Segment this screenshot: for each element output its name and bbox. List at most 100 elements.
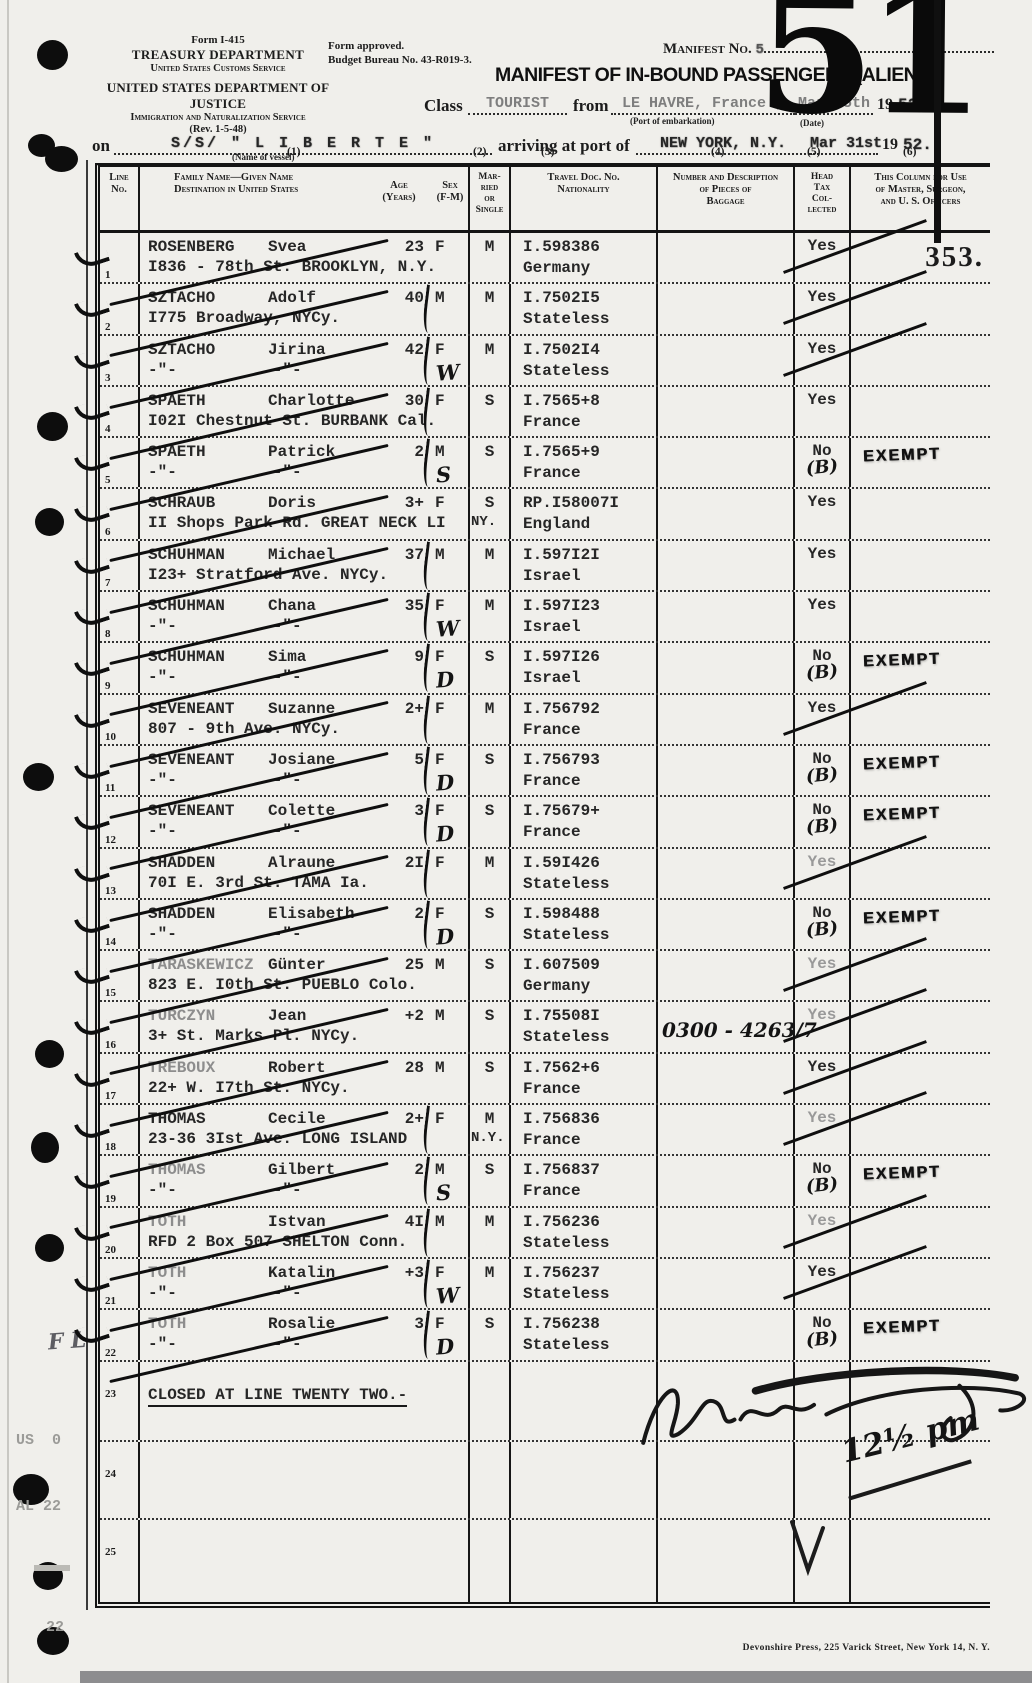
manifest-number-line: Manifest No. 5: [663, 40, 994, 58]
given-name: Robert: [268, 1058, 326, 1077]
name-cell: SEVENEANT Colette 3 F -"- -"- D: [109, 797, 470, 871]
form-number: Form I-415: [191, 34, 245, 46]
name-cell: SEVENEANT Josiane 5 F -"- -"- D: [109, 745, 470, 820]
marital-status-cell: S: [470, 1053, 511, 1104]
line-number: 25: [105, 1545, 116, 1558]
sex: M: [435, 1007, 445, 1026]
exempt-stamp: EXEMPT: [862, 753, 942, 774]
destination-address: -"- -"-: [148, 668, 302, 687]
travel-doc-cell: I.756237 Stateless: [511, 1258, 658, 1309]
marital-status: S: [484, 904, 495, 923]
nationality: France: [523, 412, 581, 431]
marital-status: S: [484, 1058, 495, 1077]
name-cell: CLOSED AT LINE TWENTY TWO.-: [140, 1361, 470, 1440]
sex: M: [435, 289, 445, 308]
age: +3: [404, 1263, 424, 1282]
vessel-sublabel: (Name of vessel): [232, 152, 295, 162]
checkmark-annotation: [74, 807, 110, 835]
travel-doc-number: I.7502I4: [523, 340, 600, 359]
name-cell: THOMAS Gilbert 2 M -"- -"- S: [109, 1156, 470, 1230]
checkmark-annotation: [74, 1218, 110, 1246]
line-number: 8: [105, 628, 111, 641]
sex: M: [435, 443, 445, 462]
age: 37: [404, 545, 424, 564]
line-number: 5: [105, 474, 111, 487]
sex: M: [435, 1212, 445, 1231]
checkmark-annotation: [74, 1064, 110, 1092]
nationality: Israel: [523, 566, 581, 585]
treasury-department-line: TREASURY DEPARTMENT: [131, 47, 305, 63]
closed-row: 23 CLOSED AT LINE TWENTY TWO.-: [100, 1361, 990, 1442]
marital-status-cell: [470, 1361, 511, 1440]
marital-status: S: [484, 750, 495, 769]
empty-row: 25: [100, 1519, 990, 1602]
manifest-number-typed: 5: [755, 42, 764, 58]
travel-doc-number: I.756837: [523, 1161, 600, 1180]
table-header-baggage: Number and Description of Pieces of Bagg…: [658, 167, 795, 230]
marital-status-cell: S: [470, 1310, 511, 1360]
given-name: Sima: [268, 648, 307, 667]
line-number-cell: 8: [74, 592, 140, 642]
given-name: Colette: [268, 802, 336, 821]
head-tax-value: Yes: [807, 1006, 837, 1025]
line-number-cell: 9: [74, 643, 140, 693]
line-number: 21: [105, 1295, 116, 1308]
head-tax-value: Yes: [807, 288, 837, 307]
port-of-embarkation-sublabel: (Port of embarkation): [630, 116, 715, 126]
line-number: 4: [105, 423, 111, 436]
table-row: 18 THOMAS Cecile 2+ F 23-36 3Ist Ave. LO…: [74, 1091, 990, 1179]
destination-address: 823 E. I0th St. PUEBLO Colo.: [148, 976, 417, 995]
head-tax-cell: No (B): [795, 643, 851, 693]
travel-doc-cell: I.756836 France: [511, 1105, 658, 1155]
sex: F: [435, 699, 445, 718]
checkmark-annotation: [74, 397, 110, 425]
head-tax-annotation: (B): [804, 1327, 840, 1352]
line-number-cell: 6: [74, 489, 140, 539]
head-tax-cell: Yes: [783, 988, 927, 1052]
nationality: Stateless: [523, 310, 610, 329]
travel-doc-cell: RP.I58007I England: [511, 489, 658, 539]
sex-handwritten-annotation: W: [435, 1282, 461, 1309]
line-number-cell: 21: [74, 1258, 140, 1309]
table-row: 15 TARASKEWICZ Günter 25 M 823 E. I0th S…: [74, 937, 990, 1025]
surname: TREBOUX: [148, 1058, 216, 1077]
exempt-stamp: EXEMPT: [862, 445, 942, 466]
nationality: France: [523, 1182, 581, 1201]
arrival-date-value: Mar 31st: [810, 135, 883, 152]
given-name: Doris: [268, 494, 317, 513]
page-title: MANIFEST OF IN-BOUND PASSENGERS (ALIENS): [495, 64, 936, 86]
surname: SCHRAUB: [148, 494, 216, 513]
head-tax-cell: Yes: [783, 680, 927, 744]
age: 42: [404, 340, 424, 359]
table-row: 10 SEVENEANT Suzanne 2+ F 807 - 9th Ave.…: [74, 680, 990, 769]
marital-status: S: [484, 802, 495, 821]
destination-address: 22+ W. I7th St. NYCy.: [148, 1078, 350, 1097]
name-cell: TARASKEWICZ Günter 25 M 823 E. I0th St. …: [109, 951, 470, 1025]
baggage-cell: [658, 797, 795, 847]
travel-doc-cell: [511, 1361, 658, 1440]
from-label: from: [573, 96, 609, 115]
checkmark-annotation: [790, 1520, 825, 1576]
head-tax-value: No: [812, 647, 832, 666]
nationality: Germany: [523, 977, 591, 996]
baggage-cell: [658, 745, 795, 796]
line-number-cell: 14: [74, 899, 140, 950]
head-tax-annotation: (B): [804, 763, 840, 788]
travel-doc-cell: I.7502I4 Stateless: [511, 335, 658, 385]
surname: SZTACHO: [148, 289, 216, 308]
destination-address: I02I Chestnut St. BURBANK Cal.: [148, 411, 437, 430]
name-cell: TOTH Rosalie 3 F -"- -"- D: [109, 1310, 470, 1384]
marital-status: S: [484, 648, 495, 667]
exempt-stamp: EXEMPT: [862, 804, 942, 825]
head-tax-cell: Yes: [795, 540, 851, 591]
travel-doc-number: I.607509: [523, 956, 600, 975]
scan-edge-bottom: [80, 1671, 1032, 1683]
name-cell: THOMAS Cecile 2+ F 23-36 3Ist Ave. LONG …: [109, 1105, 470, 1179]
line-number-cell: 24: [100, 1441, 140, 1518]
head-tax-cell: Yes: [783, 1245, 927, 1309]
nationality: Stateless: [523, 1028, 610, 1047]
punch-hole: [37, 1627, 69, 1655]
name-cell: SZTACHO Jirina 42 F -"- -"- W: [109, 335, 470, 410]
sex-handwritten-annotation: W: [435, 615, 461, 642]
baggage-cell: [658, 1207, 795, 1257]
